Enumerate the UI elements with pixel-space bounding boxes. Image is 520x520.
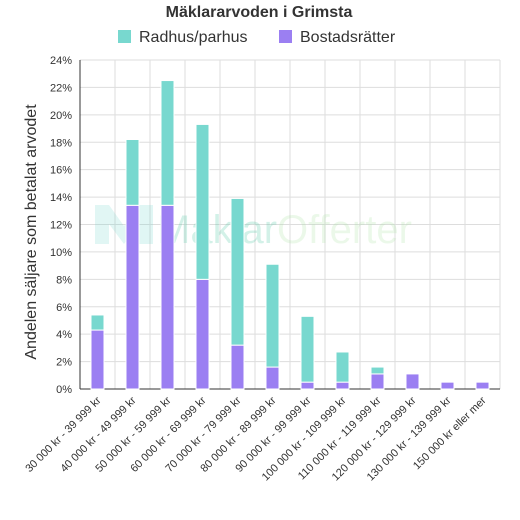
watermark-text: MäklarOfferter xyxy=(157,208,412,252)
grid xyxy=(79,59,501,390)
legend-swatch xyxy=(118,30,131,43)
y-tick-label: 14% xyxy=(50,192,72,204)
bar-segment[interactable] xyxy=(230,344,245,390)
legend-label[interactable]: Bostadsrätter xyxy=(300,29,396,46)
bar-segment[interactable] xyxy=(230,197,245,346)
bar-segment[interactable] xyxy=(370,366,385,375)
bar-segment[interactable] xyxy=(90,329,105,390)
y-tick-label: 2% xyxy=(56,357,72,369)
bar-segment[interactable] xyxy=(125,139,140,206)
bar-segment[interactable] xyxy=(90,314,105,331)
bar-segment[interactable] xyxy=(405,373,420,390)
bar-segment[interactable] xyxy=(370,373,385,390)
legend: Radhus/parhus Bostadsrätter xyxy=(118,29,396,46)
y-tick-label: 10% xyxy=(50,247,72,259)
watermark: MäklarOfferter xyxy=(95,205,412,252)
legend-swatch xyxy=(279,30,292,43)
y-tick-label: 22% xyxy=(50,82,72,94)
y-tick-label: 16% xyxy=(50,165,72,177)
y-ticks: 0% 2% 4% 6% 8% 10% 12% 14% 16% 18% 20% 22% 24% xyxy=(50,55,72,396)
y-tick-label: 6% xyxy=(56,302,72,314)
bar-segment[interactable] xyxy=(195,123,210,280)
bar-segment[interactable] xyxy=(265,366,280,390)
bar-segment[interactable] xyxy=(195,278,210,390)
bar-segment[interactable] xyxy=(160,204,175,390)
y-tick-label: 20% xyxy=(50,110,72,122)
bar-segment[interactable] xyxy=(125,204,140,390)
y-tick-label: 4% xyxy=(56,329,72,341)
bar-segment[interactable] xyxy=(335,351,350,383)
watermark-part1: Mäklar xyxy=(157,208,277,252)
bar-segment[interactable] xyxy=(475,381,490,390)
y-tick-label: 0% xyxy=(56,384,72,396)
bar-segment[interactable] xyxy=(440,381,455,390)
chart-title: Mäklararvoden i Grimsta xyxy=(166,4,353,21)
bar-segment[interactable] xyxy=(300,315,315,383)
y-tick-label: 18% xyxy=(50,137,72,149)
y-tick-label: 12% xyxy=(50,220,72,232)
bar-segment[interactable] xyxy=(160,80,175,206)
watermark-part2: Offerter xyxy=(277,208,412,252)
bar-segment[interactable] xyxy=(335,381,350,390)
bar-segment[interactable] xyxy=(300,381,315,390)
legend-label[interactable]: Radhus/parhus xyxy=(139,29,248,46)
y-tick-label: 8% xyxy=(56,274,72,286)
y-axis-label: Andelen säljare som betalat arvodet xyxy=(23,104,40,360)
y-tick-label: 24% xyxy=(50,55,72,67)
bar-segment[interactable] xyxy=(265,263,280,368)
bars xyxy=(90,80,490,390)
